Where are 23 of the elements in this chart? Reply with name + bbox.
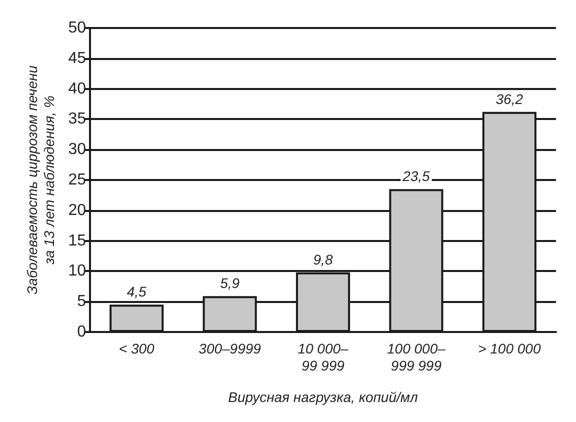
data-label: 4,5 <box>126 284 147 300</box>
y-axis-title: Заболеваемость циррозом печени за 13 лет наблюдения, % <box>24 65 57 294</box>
x-tick-label: > 100 000 <box>478 340 541 356</box>
x-tick-label: 100 000– 999 999 <box>386 340 446 374</box>
x-axis-title: Вирусная нагрузка, копий/мл <box>228 389 418 405</box>
x-tick-label: 300–9999 <box>198 340 262 356</box>
y-tick-label: 45 <box>68 50 86 67</box>
y-tick-label: 15 <box>68 232 86 250</box>
y-tick-label: 10 <box>68 262 86 280</box>
data-label: 5,9 <box>220 275 240 292</box>
data-label: 23,5 <box>402 168 430 184</box>
y-tick-label: 35 <box>68 110 86 128</box>
y-tick-label: 40 <box>68 80 86 98</box>
y-tick-label: 5 <box>77 293 86 310</box>
y-tick-label: 50 <box>68 20 86 36</box>
y-tick-label: 25 <box>68 172 86 188</box>
x-tick-label: 10 000– 99 999 <box>298 340 349 374</box>
x-tick-label: < 300 <box>118 340 155 356</box>
data-label: 36,2 <box>496 90 524 107</box>
y-tick-label: 0 <box>77 324 86 340</box>
y-tick-label: 30 <box>68 141 86 158</box>
y-tick-label: 20 <box>68 202 86 219</box>
data-label: 9,8 <box>313 251 333 268</box>
